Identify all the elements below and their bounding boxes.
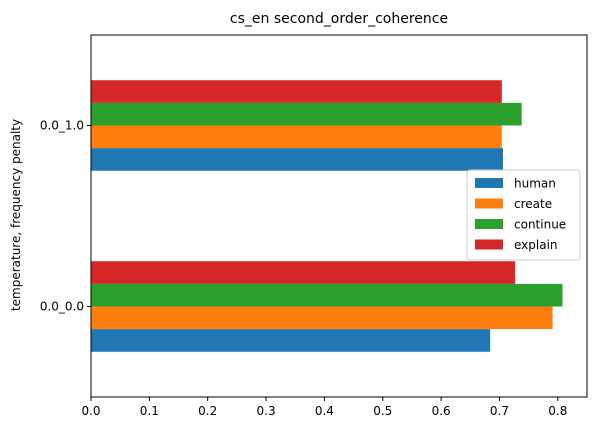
y-tick-label: 0.0_0.0 bbox=[40, 300, 84, 314]
legend-swatch-explain bbox=[475, 239, 503, 250]
bar-continue-0.0_0.0 bbox=[91, 283, 563, 307]
x-tick-label: 0.0 bbox=[81, 404, 100, 418]
bar-explain-0.0_1.0 bbox=[91, 80, 502, 103]
legend-label-continue: continue bbox=[514, 218, 566, 232]
y-tick-label: 0.0_1.0 bbox=[40, 119, 84, 133]
x-tick-label: 0.8 bbox=[548, 404, 567, 418]
plot-frame bbox=[90, 34, 588, 398]
legend-label-explain: explain bbox=[514, 238, 558, 252]
bar-human-0.0_0.0 bbox=[91, 329, 491, 352]
x-tick-label: 0.4 bbox=[315, 404, 334, 418]
x-tick-label: 0.3 bbox=[257, 404, 276, 418]
x-tick-label: 0.1 bbox=[140, 404, 159, 418]
x-tick-label: 0.5 bbox=[373, 404, 392, 418]
x-tick-label: 0.7 bbox=[490, 404, 509, 418]
x-tick-label: 0.6 bbox=[432, 404, 451, 418]
chart-title: cs_en second_order_coherence bbox=[230, 11, 448, 27]
x-tick-label: 0.2 bbox=[198, 404, 217, 418]
legend-swatch-create bbox=[475, 198, 503, 209]
legend-swatch-continue bbox=[475, 219, 503, 229]
y-ticks: 0.0_0.0 0.0_1.0 bbox=[40, 119, 91, 314]
legend-label-create: create bbox=[514, 197, 552, 211]
legend-box bbox=[466, 169, 581, 261]
bars bbox=[91, 80, 563, 352]
legend-label-human: human bbox=[514, 177, 556, 191]
bar-create-0.0_0.0 bbox=[91, 306, 553, 330]
x-ticks: 0.0 0.1 0.2 0.3 0.4 0.5 0.6 0.7 0.8 bbox=[81, 397, 567, 418]
bar-create-0.0_1.0 bbox=[91, 125, 502, 149]
bar-human-0.0_1.0 bbox=[91, 148, 503, 171]
y-axis-label: temperature, frequency penalty bbox=[9, 119, 23, 311]
bar-explain-0.0_0.0 bbox=[91, 261, 516, 284]
legend-swatch-human bbox=[475, 178, 503, 188]
legend: human create continue explain bbox=[466, 169, 581, 261]
bar-continue-0.0_1.0 bbox=[91, 102, 522, 126]
